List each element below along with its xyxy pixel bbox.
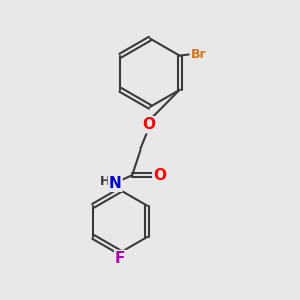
Text: O: O <box>153 168 166 183</box>
Text: N: N <box>109 176 122 191</box>
Text: Br: Br <box>190 48 206 61</box>
Text: F: F <box>115 251 125 266</box>
Text: H: H <box>100 175 111 188</box>
Text: O: O <box>142 117 155 132</box>
